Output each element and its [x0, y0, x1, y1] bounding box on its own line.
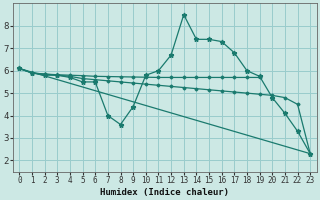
- X-axis label: Humidex (Indice chaleur): Humidex (Indice chaleur): [100, 188, 229, 197]
